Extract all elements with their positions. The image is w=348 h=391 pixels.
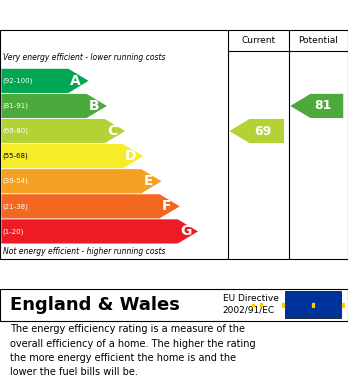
Text: The energy efficiency rating is a measure of the
overall efficiency of a home. T: The energy efficiency rating is a measur… bbox=[10, 324, 256, 377]
Text: D: D bbox=[125, 149, 137, 163]
Polygon shape bbox=[229, 119, 284, 143]
Text: 69: 69 bbox=[254, 125, 271, 138]
Text: Current: Current bbox=[241, 36, 276, 45]
Text: A: A bbox=[70, 74, 81, 88]
Text: E: E bbox=[143, 174, 153, 188]
Text: (39-54): (39-54) bbox=[2, 178, 28, 185]
Text: C: C bbox=[107, 124, 117, 138]
Text: (69-80): (69-80) bbox=[2, 128, 29, 134]
Text: EU Directive
2002/91/EC: EU Directive 2002/91/EC bbox=[223, 294, 279, 315]
Text: F: F bbox=[161, 199, 171, 213]
Bar bbox=[285, 291, 341, 318]
Text: Very energy efficient - lower running costs: Very energy efficient - lower running co… bbox=[3, 54, 166, 63]
Polygon shape bbox=[1, 169, 161, 193]
Polygon shape bbox=[1, 194, 180, 219]
Text: (21-38): (21-38) bbox=[2, 203, 28, 210]
Text: Energy Efficiency Rating: Energy Efficiency Rating bbox=[10, 7, 221, 23]
Polygon shape bbox=[1, 119, 125, 143]
Text: Not energy efficient - higher running costs: Not energy efficient - higher running co… bbox=[3, 247, 166, 256]
Text: (1-20): (1-20) bbox=[2, 228, 24, 235]
Text: (92-100): (92-100) bbox=[2, 77, 33, 84]
Polygon shape bbox=[1, 94, 107, 118]
Text: (55-68): (55-68) bbox=[2, 153, 28, 160]
Text: (81-91): (81-91) bbox=[2, 103, 29, 109]
Text: 81: 81 bbox=[314, 99, 332, 113]
Text: Potential: Potential bbox=[299, 36, 338, 45]
Text: England & Wales: England & Wales bbox=[10, 296, 180, 314]
Polygon shape bbox=[290, 94, 343, 118]
Polygon shape bbox=[1, 69, 89, 93]
Text: G: G bbox=[180, 224, 191, 239]
Text: B: B bbox=[89, 99, 99, 113]
Polygon shape bbox=[1, 144, 143, 168]
Polygon shape bbox=[1, 219, 198, 244]
